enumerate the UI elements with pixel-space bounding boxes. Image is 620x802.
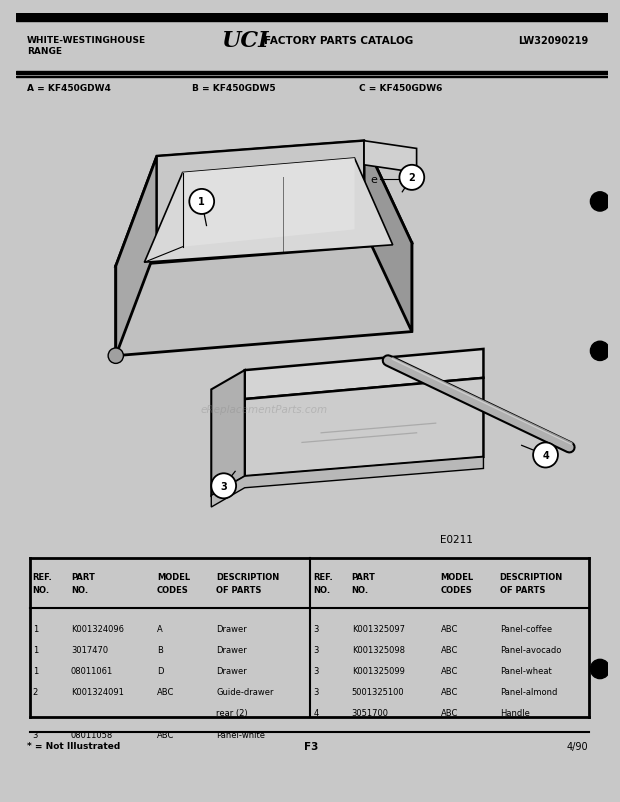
Text: 3: 3: [314, 666, 319, 675]
Polygon shape: [116, 141, 412, 267]
Text: NO.: NO.: [352, 585, 369, 594]
Bar: [16, 14, 608, 22]
Polygon shape: [157, 141, 364, 248]
Text: ABC: ABC: [157, 730, 174, 739]
Polygon shape: [364, 141, 417, 173]
Text: Drawer: Drawer: [216, 624, 247, 633]
Text: Handle: Handle: [500, 709, 529, 718]
Text: 3: 3: [314, 624, 319, 633]
Text: 1: 1: [33, 645, 38, 654]
Text: 08011058: 08011058: [71, 730, 113, 739]
Text: NO.: NO.: [33, 585, 50, 594]
Polygon shape: [211, 371, 245, 496]
Text: D: D: [157, 666, 163, 675]
Text: e: e: [370, 175, 377, 185]
Polygon shape: [245, 350, 484, 399]
Text: A = KF450GDW4: A = KF450GDW4: [27, 83, 111, 93]
Text: Panel-almond: Panel-almond: [500, 687, 557, 696]
Text: A: A: [157, 624, 162, 633]
Text: 2: 2: [409, 173, 415, 183]
Text: C = KF450GDW6: C = KF450GDW6: [360, 83, 443, 93]
Text: ABC: ABC: [440, 624, 458, 633]
Text: Panel-white: Panel-white: [216, 730, 265, 739]
Text: ABC: ABC: [440, 687, 458, 696]
Text: 4/90: 4/90: [567, 741, 588, 751]
Text: K001325099: K001325099: [352, 666, 404, 675]
Text: Panel-avocado: Panel-avocado: [500, 645, 561, 654]
Text: Panel-wheat: Panel-wheat: [500, 666, 551, 675]
Text: 1: 1: [198, 197, 205, 207]
Text: DESCRIPTION: DESCRIPTION: [500, 572, 563, 581]
Text: PART: PART: [71, 572, 95, 581]
Text: 1: 1: [33, 624, 38, 633]
Circle shape: [211, 474, 236, 499]
Text: DESCRIPTION: DESCRIPTION: [216, 572, 279, 581]
Text: RANGE: RANGE: [27, 47, 62, 56]
Text: LW32090219: LW32090219: [518, 35, 588, 46]
Text: OF PARTS: OF PARTS: [500, 585, 545, 594]
Text: K001325097: K001325097: [352, 624, 405, 633]
Text: F3: F3: [304, 741, 319, 751]
Text: ABC: ABC: [157, 687, 174, 696]
Circle shape: [189, 189, 214, 215]
Text: B = KF450GDW5: B = KF450GDW5: [192, 83, 276, 93]
Text: ABC: ABC: [440, 645, 458, 654]
Bar: [16, 72, 608, 75]
Text: CODES: CODES: [157, 585, 188, 594]
Text: K001325098: K001325098: [352, 645, 405, 654]
Text: REF.: REF.: [33, 572, 53, 581]
Text: 5001325100: 5001325100: [352, 687, 404, 696]
Text: E0211: E0211: [440, 534, 473, 545]
Polygon shape: [211, 457, 484, 508]
Text: B: B: [157, 645, 162, 654]
Text: MODEL: MODEL: [440, 572, 474, 581]
Text: MODEL: MODEL: [157, 572, 190, 581]
Text: 3: 3: [220, 481, 227, 491]
Text: * = Not Illustrated: * = Not Illustrated: [27, 741, 120, 751]
Text: CODES: CODES: [440, 585, 472, 594]
Text: UCI: UCI: [221, 30, 268, 52]
Polygon shape: [183, 159, 355, 248]
Text: Drawer: Drawer: [216, 645, 247, 654]
Text: NO.: NO.: [71, 585, 88, 594]
Text: 3: 3: [314, 645, 319, 654]
Circle shape: [590, 342, 609, 361]
Text: ABC: ABC: [440, 666, 458, 675]
Text: 4: 4: [314, 709, 319, 718]
Circle shape: [590, 659, 609, 678]
Text: 1: 1: [33, 666, 38, 675]
Circle shape: [533, 443, 558, 468]
Text: WHITE-WESTINGHOUSE: WHITE-WESTINGHOUSE: [27, 35, 146, 45]
Text: 3017470: 3017470: [71, 645, 108, 654]
Polygon shape: [116, 157, 157, 356]
Text: 2: 2: [33, 687, 38, 696]
Text: 4: 4: [542, 451, 549, 460]
Text: Panel-coffee: Panel-coffee: [500, 624, 552, 633]
Text: ABC: ABC: [440, 709, 458, 718]
Polygon shape: [245, 379, 484, 476]
Text: OF PARTS: OF PARTS: [216, 585, 262, 594]
Polygon shape: [116, 244, 412, 356]
Text: K001324091: K001324091: [71, 687, 124, 696]
Circle shape: [108, 349, 123, 364]
Text: 08011061: 08011061: [71, 666, 113, 675]
Text: PART: PART: [352, 572, 376, 581]
Text: Drawer: Drawer: [216, 666, 247, 675]
Polygon shape: [364, 141, 412, 332]
Bar: [16, 77, 608, 78]
Text: FACTORY PARTS CATALOG: FACTORY PARTS CATALOG: [264, 35, 413, 46]
Circle shape: [399, 165, 424, 191]
Circle shape: [590, 192, 609, 212]
Polygon shape: [144, 159, 392, 263]
Text: 3: 3: [314, 687, 319, 696]
Text: NO.: NO.: [314, 585, 330, 594]
Text: rear (2): rear (2): [216, 709, 247, 718]
Text: eReplacementParts.com: eReplacementParts.com: [200, 404, 327, 414]
Text: 3051700: 3051700: [352, 709, 389, 718]
Text: 3: 3: [33, 730, 38, 739]
Text: K001324096: K001324096: [71, 624, 124, 633]
Text: Guide-drawer: Guide-drawer: [216, 687, 273, 696]
Text: REF.: REF.: [314, 572, 333, 581]
